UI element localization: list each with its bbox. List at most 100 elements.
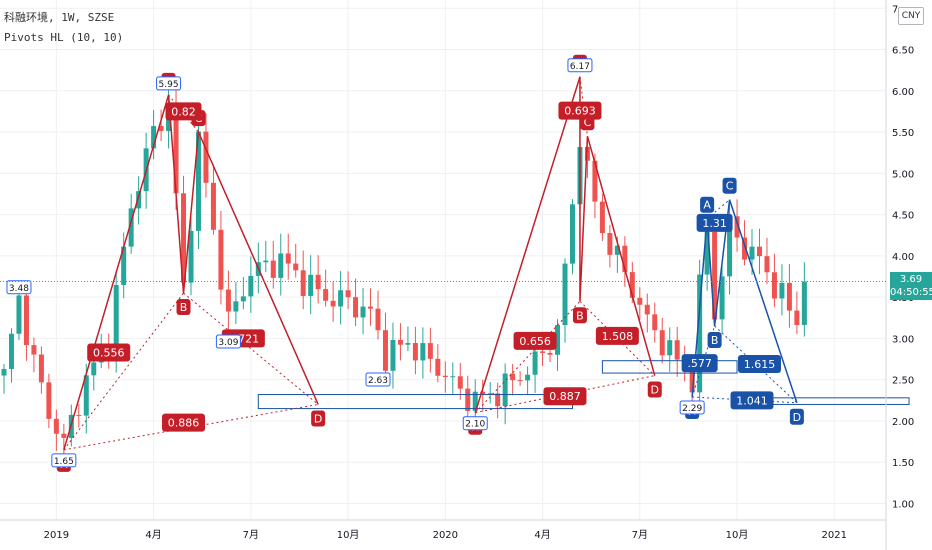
- candle-body: [315, 274, 321, 290]
- y-tick-label: 6.50: [892, 46, 914, 57]
- pattern-ratio-label: 0.656: [513, 331, 557, 350]
- candle: [756, 228, 762, 275]
- candle-body: [719, 276, 725, 320]
- candle: [569, 199, 575, 275]
- candle-body: [547, 352, 553, 355]
- pattern-point-label: D: [789, 408, 804, 425]
- candle: [263, 240, 269, 273]
- candle-body: [764, 256, 770, 273]
- pivot-label-box: [215, 334, 241, 349]
- candle: [779, 264, 785, 316]
- candle-body: [121, 246, 127, 285]
- candle-body: [525, 374, 531, 381]
- pivot-label: 3.48: [6, 280, 32, 295]
- pattern-ratio-label: .577: [681, 354, 718, 373]
- chart-grid: [0, 0, 886, 520]
- x-tick-label: 2021: [822, 530, 847, 541]
- candle-body: [756, 246, 762, 257]
- candle-body: [427, 343, 433, 359]
- pattern-point-text: A: [703, 199, 711, 212]
- candle-body: [128, 208, 134, 247]
- candle-body: [397, 340, 403, 345]
- candle-body: [270, 260, 276, 278]
- candle: [555, 319, 561, 371]
- candle-body: [652, 314, 658, 331]
- candle: [151, 110, 157, 160]
- candle: [38, 346, 44, 394]
- pattern-ratio-box: [730, 391, 774, 410]
- candle: [76, 403, 82, 428]
- x-tick-label: 4月: [145, 529, 161, 541]
- candle-body: [31, 345, 37, 355]
- candle: [712, 216, 718, 327]
- candle-body: [375, 308, 381, 331]
- pattern-point-box: [707, 332, 722, 349]
- pattern-ratio-text: 0.693: [564, 105, 596, 118]
- candle-body: [794, 310, 800, 325]
- candle: [697, 259, 703, 411]
- candle-body: [151, 126, 157, 149]
- pivot-label-text: 3.09: [218, 338, 238, 348]
- candle: [188, 213, 194, 296]
- candle-body: [210, 182, 216, 230]
- y-tick-label: 4.50: [892, 211, 914, 222]
- y-tick-label: 1.00: [892, 499, 914, 510]
- candle-body: [16, 295, 22, 334]
- pattern-ratio-label: 1.508: [595, 326, 639, 345]
- pattern-ratio-label: 0.886: [162, 413, 206, 432]
- pattern-ratio-label: 0.693: [558, 101, 602, 120]
- pattern-point-text: B: [576, 309, 584, 322]
- candle: [786, 264, 792, 328]
- candle-body: [659, 330, 665, 356]
- candle-body: [786, 282, 792, 311]
- candle-body: [405, 343, 411, 345]
- candle-body: [742, 237, 748, 260]
- candle: [225, 270, 231, 330]
- pattern-point-text: B: [711, 334, 719, 347]
- y-tick-label: 2.50: [892, 376, 914, 387]
- candle: [667, 327, 673, 372]
- pattern-ratio-label: 1.041: [730, 391, 774, 410]
- candle: [338, 271, 344, 325]
- candle-body: [360, 306, 366, 318]
- candle: [622, 236, 628, 287]
- candle-body: [338, 290, 344, 307]
- candle: [203, 113, 209, 198]
- candle-body: [569, 204, 575, 264]
- candle-body: [113, 284, 119, 355]
- candle-body: [23, 295, 29, 346]
- candle: [353, 278, 359, 327]
- candle: [442, 361, 448, 393]
- candle-body: [225, 289, 231, 312]
- x-tick-label: 2019: [44, 530, 69, 541]
- candle: [644, 293, 650, 333]
- candle: [465, 375, 471, 421]
- candle-body: [614, 245, 620, 255]
- pattern-point-text: C: [584, 116, 592, 129]
- candle-body: [91, 362, 97, 376]
- pivot-label-text: 2.63: [368, 376, 388, 386]
- candle: [233, 282, 239, 325]
- candle: [158, 109, 164, 142]
- candle-body: [450, 376, 456, 378]
- y-tick-label: 2.00: [892, 417, 914, 428]
- candle-body: [203, 131, 209, 183]
- candle-body: [248, 275, 254, 297]
- y-tick-label: 7: [892, 4, 898, 15]
- candle-body: [382, 330, 388, 371]
- currency-button[interactable]: CNY: [898, 7, 924, 25]
- candle-body: [1, 368, 7, 376]
- pivot-label: 5.95: [156, 76, 182, 91]
- pivot-label-text: 6.17: [570, 62, 590, 72]
- candle-body: [801, 281, 807, 325]
- candle-body: [712, 232, 718, 320]
- candle: [420, 327, 426, 379]
- y-tick-label: 6.00: [892, 87, 914, 98]
- pattern-ratio-text: .577: [687, 357, 712, 370]
- candle: [435, 343, 441, 383]
- candle: [517, 371, 523, 387]
- pattern-ratio-box: [737, 355, 781, 373]
- candle-body: [323, 289, 329, 301]
